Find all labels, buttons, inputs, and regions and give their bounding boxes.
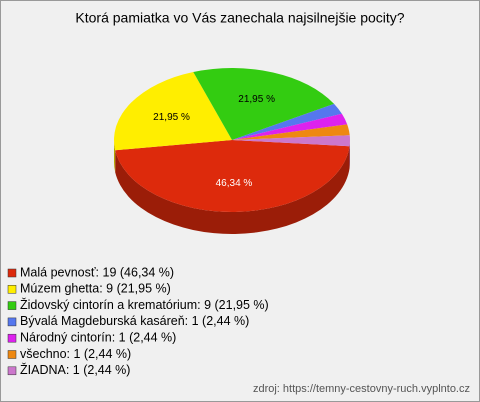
slice	[115, 140, 350, 212]
slice	[232, 103, 342, 140]
legend-swatch	[7, 350, 17, 359]
chart-title: Ktorá pamiatka vo Vás zanechala najsilne…	[75, 10, 404, 26]
legend-label: Národný cintorín: 1 (2,44 %)	[20, 330, 176, 344]
legend-label: Židovský cintorín a krematórium: 9 (21,9…	[20, 297, 269, 312]
legend-swatch	[7, 301, 17, 310]
legend-label: ŽIADNA: 1 (2,44 %)	[20, 362, 130, 377]
legend-swatch	[7, 333, 17, 343]
legend-label: Malá pevnosť: 19 (46,34 %)	[20, 265, 174, 279]
data-label: 21,95 %	[153, 112, 190, 123]
legend-swatch	[7, 285, 17, 294]
slice	[114, 71, 232, 151]
legend-label: Múzem ghetta: 9 (21,95 %)	[20, 282, 171, 296]
data-label: 46,34 %	[216, 178, 253, 189]
source: zdroj: https://temny-cestovny-ruch.vypln…	[253, 383, 470, 395]
legend-label: Bývalá Magdeburská kasáreň: 1 (2,44 %)	[20, 314, 249, 328]
slice	[232, 124, 350, 140]
data-label: 21,95 %	[238, 94, 275, 105]
legend-swatch	[7, 366, 17, 376]
slice	[232, 135, 350, 147]
slice-side	[115, 146, 350, 234]
slice	[232, 113, 348, 140]
legend-label: všechno: 1 (2,44 %)	[20, 347, 131, 361]
slice	[193, 68, 335, 140]
slice-side	[114, 140, 116, 173]
legend-swatch	[7, 317, 17, 327]
legend-swatch	[7, 268, 17, 278]
